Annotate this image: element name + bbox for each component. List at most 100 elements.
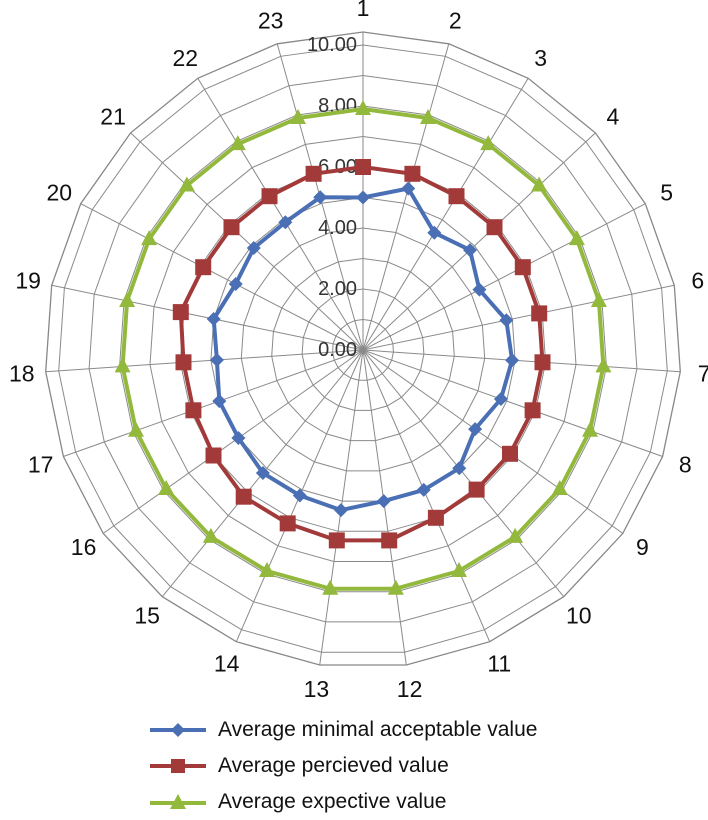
legend-label: Average percieved value	[218, 754, 449, 777]
data-point-triangle	[141, 230, 158, 246]
grid-spoke	[63, 349, 364, 457]
grid-ring	[58, 44, 668, 653]
data-point-square	[205, 447, 222, 464]
data-point-triangle	[322, 579, 339, 595]
category-label: 13	[304, 676, 330, 700]
data-point-triangle	[114, 357, 131, 373]
grid-spoke	[51, 284, 364, 351]
data-point-diamond	[493, 392, 508, 407]
data-point-square	[534, 354, 551, 371]
category-label: 12	[397, 676, 423, 700]
legend-marker-diamond	[150, 723, 206, 737]
data-point-diamond	[206, 311, 221, 326]
data-point-diamond	[427, 225, 442, 240]
data-point-diamond	[416, 482, 431, 497]
data-point-diamond	[499, 313, 514, 328]
grid-ring	[88, 74, 638, 623]
radial-tick-label: 10.00	[307, 34, 357, 56]
grid-ring	[271, 257, 455, 442]
grid-spoke	[362, 43, 450, 351]
data-point-triangle	[531, 176, 548, 192]
data-point-diamond	[292, 488, 307, 503]
data-point-diamond	[468, 422, 483, 437]
grid-ring	[240, 227, 486, 472]
series-line	[211, 186, 515, 513]
category-label: 14	[214, 651, 240, 677]
outer-frame-ring	[45, 31, 681, 666]
data-point-square	[427, 509, 444, 526]
data-point-square	[279, 515, 296, 532]
legend-label: Average minimal acceptable value	[218, 718, 538, 741]
data-point-square	[305, 165, 322, 182]
grid-spoke	[362, 349, 407, 666]
category-label: 4	[607, 104, 620, 130]
category-label: 3	[534, 45, 547, 71]
data-point-triangle	[128, 421, 144, 437]
data-point-triangle	[158, 480, 175, 495]
data-point-diamond	[278, 215, 293, 230]
category-label: 10	[566, 602, 592, 628]
grid-spoke	[362, 203, 646, 351]
data-point-square	[468, 481, 485, 498]
legend-marker-square	[150, 759, 206, 773]
data-point-square	[531, 305, 548, 322]
category-label: 17	[28, 452, 54, 478]
data-point-triangle	[259, 562, 275, 577]
data-point-triangle	[355, 100, 371, 115]
grid-ring	[210, 196, 516, 502]
data-point-diamond	[472, 282, 487, 297]
data-point-triangle	[582, 421, 598, 437]
data-point-triangle	[568, 230, 585, 246]
data-point-diamond	[401, 181, 416, 196]
category-label: 21	[100, 104, 126, 130]
data-point-triangle	[507, 527, 524, 543]
category-label: 20	[47, 180, 73, 206]
data-point-diamond	[505, 353, 520, 368]
data-point-diamond	[212, 394, 227, 409]
data-point-triangle	[595, 357, 612, 373]
data-point-triangle	[451, 562, 467, 577]
radial-tick-label: 4.00	[318, 217, 357, 239]
grid-spoke	[45, 349, 364, 373]
legend-label: Average expective value	[218, 790, 447, 813]
grid-ring	[119, 105, 607, 593]
data-point-triangle	[229, 135, 246, 151]
data-point-diamond	[255, 466, 270, 481]
legend-item-expective: Average expective value	[150, 784, 537, 820]
category-label: 19	[15, 267, 41, 293]
data-point-square	[328, 532, 345, 549]
data-point-diamond	[246, 240, 261, 255]
data-point-square	[175, 354, 192, 371]
grid-ring	[149, 135, 577, 562]
legend-item-perceived: Average percieved value	[150, 748, 537, 784]
grid-spoke	[197, 78, 364, 351]
category-label: 7	[698, 360, 708, 386]
series-2	[172, 159, 551, 549]
grid-spoke	[130, 132, 364, 351]
data-point-triangle	[420, 109, 436, 124]
series-3	[114, 100, 612, 595]
category-label: 8	[679, 452, 692, 478]
grid-spoke	[362, 349, 681, 373]
category-label: 23	[258, 8, 284, 34]
data-point-triangle	[387, 579, 404, 595]
category-label: 6	[691, 267, 704, 293]
data-point-triangle	[119, 292, 136, 307]
data-point-square	[486, 219, 503, 236]
data-point-square	[355, 159, 371, 175]
radial-tick-label: 0.00	[318, 339, 357, 361]
data-point-diamond	[228, 277, 243, 292]
data-point-square	[195, 259, 212, 276]
data-point-diamond	[313, 190, 328, 205]
data-point-square	[448, 188, 465, 205]
data-point-square	[235, 488, 252, 505]
data-point-square	[261, 188, 278, 205]
data-point-triangle	[480, 135, 497, 151]
grid-spoke	[362, 349, 663, 457]
series-line	[120, 107, 606, 591]
chart-legend: Average minimal acceptable value Average…	[150, 712, 537, 820]
category-label: 5	[660, 180, 673, 206]
data-point-square	[381, 532, 398, 549]
category-label: 11	[487, 651, 511, 677]
